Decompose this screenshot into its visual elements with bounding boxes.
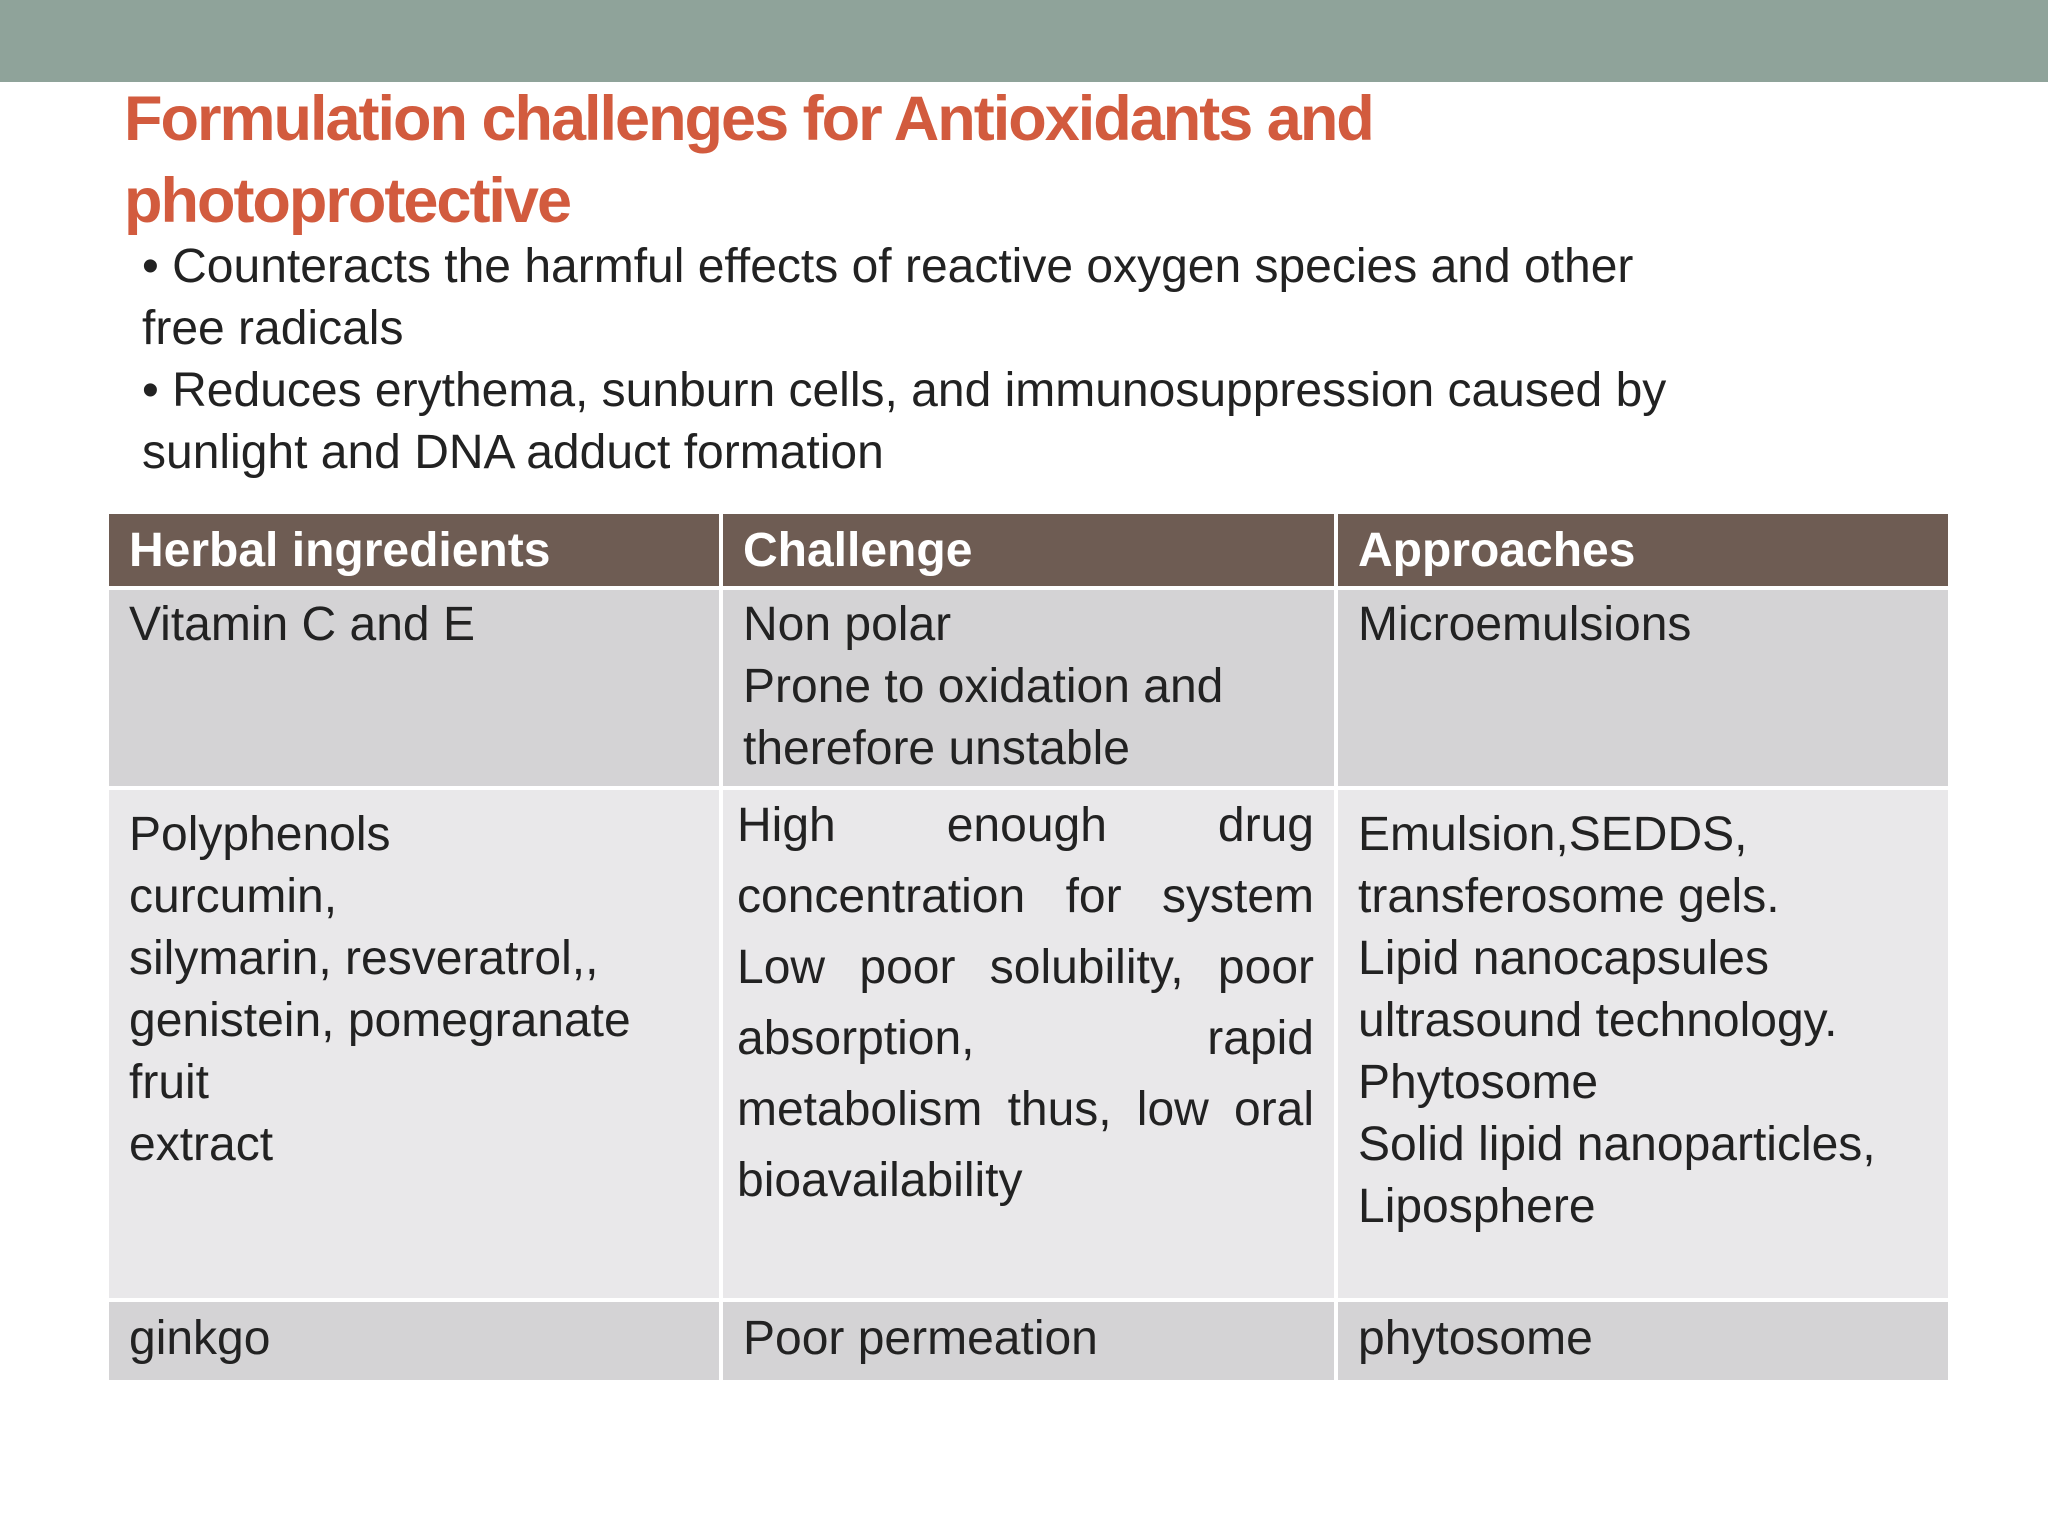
header-challenge: Challenge	[719, 510, 1338, 590]
approach-cell: Microemulsions	[1334, 586, 1952, 790]
table-header-row: Herbal ingredients Challenge Approaches	[105, 510, 1952, 590]
challenge-cell: Non polar Prone to oxidation and therefo…	[719, 586, 1338, 790]
bullet-item: Counteracts the harmful effects of react…	[142, 236, 1702, 360]
ingredient-cell: Vitamin C and E	[105, 586, 723, 790]
challenge-cell: High enough drug concentration for syste…	[719, 786, 1338, 1302]
ingredient-cell: ginkgo	[105, 1298, 723, 1384]
challenge-cell: Poor permeation	[719, 1298, 1338, 1384]
approach-cell: Emulsion,SEDDS, transferosome gels. Lipi…	[1334, 786, 1952, 1302]
header-approaches: Approaches	[1334, 510, 1952, 590]
approach-cell: phytosome	[1334, 1298, 1952, 1384]
table-row: Polyphenols curcumin, silymarin, resvera…	[105, 786, 1952, 1302]
table-row: ginkgo Poor permeation phytosome	[105, 1298, 1952, 1384]
formulation-table: Herbal ingredients Challenge Approaches …	[105, 510, 1952, 1384]
top-accent-bar	[0, 0, 2048, 82]
table-row: Vitamin C and E Non polar Prone to oxida…	[105, 586, 1952, 790]
bullet-list: Counteracts the harmful effects of react…	[142, 236, 1702, 484]
slide-title: Formulation challenges for Antioxidants …	[124, 84, 1375, 236]
bullet-item: Reduces erythema, sunburn cells, and imm…	[142, 360, 1702, 484]
ingredient-cell: Polyphenols curcumin, silymarin, resvera…	[105, 786, 723, 1302]
header-herbal-ingredients: Herbal ingredients	[105, 510, 723, 590]
